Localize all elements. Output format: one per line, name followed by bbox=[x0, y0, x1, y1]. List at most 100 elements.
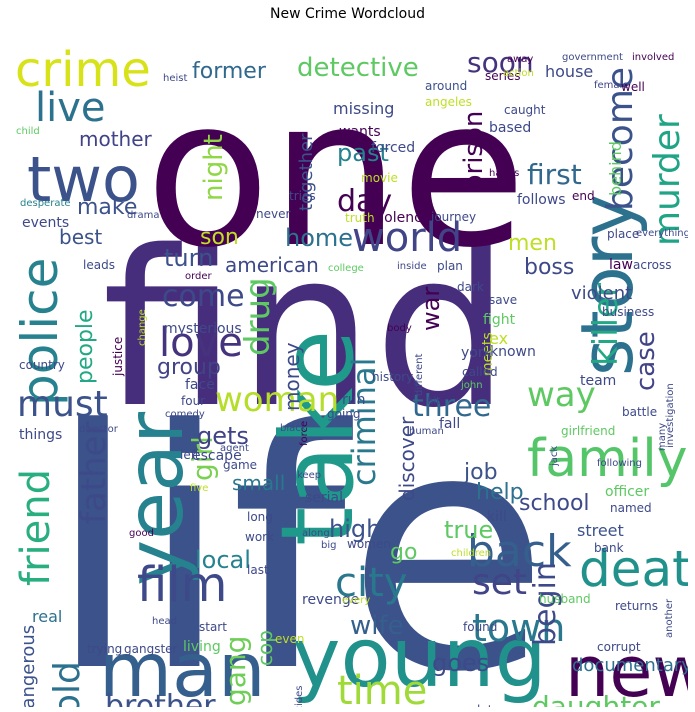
word-mysterious: mysterious bbox=[164, 321, 242, 337]
word-later: later bbox=[477, 703, 505, 707]
word-serial: serial bbox=[305, 490, 343, 506]
word-child: child bbox=[16, 126, 40, 137]
word-drug: drug bbox=[238, 277, 278, 356]
word-change: change bbox=[137, 309, 148, 346]
word-high: high bbox=[329, 515, 381, 543]
word-war: war bbox=[417, 287, 445, 331]
word-big: big bbox=[321, 540, 336, 551]
word-desperate: desperate bbox=[20, 198, 71, 209]
word-begin: begin bbox=[528, 562, 563, 646]
word-different: different bbox=[414, 353, 425, 396]
word-around: around bbox=[425, 79, 467, 93]
word-dark: dark bbox=[457, 280, 484, 294]
word-film: film bbox=[137, 557, 227, 613]
word-battle: battle bbox=[622, 405, 657, 419]
word-plan: plan bbox=[437, 259, 463, 273]
word-even: even bbox=[275, 632, 304, 646]
word-black: black bbox=[280, 423, 307, 434]
word-college: college bbox=[328, 263, 364, 274]
word-journey: journey bbox=[430, 210, 476, 224]
word-world: world bbox=[352, 215, 462, 261]
word-death: death bbox=[579, 540, 688, 598]
word-hit: hit bbox=[427, 396, 440, 407]
word-named: named bbox=[610, 501, 652, 515]
word-follows: follows bbox=[517, 192, 566, 208]
word-five: five bbox=[190, 483, 208, 494]
word-detective: detective bbox=[297, 53, 419, 83]
word-mother: mother bbox=[79, 127, 153, 151]
word-heist: heist bbox=[163, 73, 187, 84]
word-discover: discover bbox=[395, 416, 419, 501]
word-local: local bbox=[195, 546, 251, 574]
word-young: young bbox=[292, 611, 547, 706]
word-gangster: gangster bbox=[124, 642, 178, 656]
word-angeles: angeles bbox=[425, 95, 472, 109]
word-gang: gang bbox=[219, 636, 252, 706]
word-gets: gets bbox=[197, 422, 249, 450]
word-caught: caught bbox=[504, 103, 546, 117]
word-job: job bbox=[463, 460, 498, 485]
word-good: good bbox=[129, 528, 154, 539]
chart-title: New Crime Wordcloud bbox=[269, 6, 425, 22]
word-based: based bbox=[489, 120, 531, 136]
word-everything: everything bbox=[636, 228, 688, 239]
word-money: money bbox=[280, 342, 304, 411]
word-place: place bbox=[607, 227, 639, 241]
word-set: set bbox=[472, 562, 527, 603]
word-body: body bbox=[387, 323, 412, 334]
word-american: american bbox=[225, 253, 319, 277]
word-day: day bbox=[337, 184, 392, 219]
word-goes: goes bbox=[432, 649, 489, 677]
word-father: father bbox=[74, 421, 114, 524]
word-dangerous: dangerous bbox=[18, 625, 39, 707]
word-old: old bbox=[47, 661, 88, 707]
word-across: across bbox=[633, 258, 671, 272]
word-things: things bbox=[19, 427, 62, 443]
word-case: case bbox=[631, 331, 661, 391]
word-new: new bbox=[565, 631, 688, 707]
word-jack: jack bbox=[549, 446, 560, 467]
word-living: living bbox=[183, 639, 221, 655]
word-help: help bbox=[476, 480, 524, 505]
word-men: men bbox=[508, 231, 557, 256]
word-town: town bbox=[472, 606, 565, 650]
word-left: left bbox=[180, 448, 200, 462]
word-work: work bbox=[245, 530, 274, 544]
word-escape: escape bbox=[192, 448, 242, 464]
word-people: people bbox=[73, 309, 98, 384]
word-home: home bbox=[285, 224, 353, 252]
word-fight: fight bbox=[483, 312, 516, 328]
word-street: street bbox=[577, 521, 624, 540]
wordcloud-canvas: life find one young take new man story year two cr… bbox=[7, 26, 688, 707]
word-agent: agent bbox=[220, 443, 249, 454]
word-female: female bbox=[594, 80, 628, 91]
word-love: love bbox=[159, 320, 243, 366]
word-woman: woman bbox=[215, 380, 339, 420]
word-turn: turn bbox=[164, 244, 213, 272]
word-city: city bbox=[335, 560, 407, 606]
word-life: life bbox=[47, 360, 550, 707]
word-save: save bbox=[489, 293, 517, 307]
word-country: country bbox=[19, 358, 65, 372]
word-real: real bbox=[32, 607, 62, 626]
word-way: way bbox=[527, 375, 596, 415]
word-soon: soon bbox=[467, 46, 534, 79]
word-comedy: comedy bbox=[165, 409, 205, 420]
word-criminal: criminal bbox=[345, 358, 383, 486]
word-dead: dead bbox=[245, 706, 290, 707]
word-team: team bbox=[580, 373, 616, 389]
word-tries: tries bbox=[289, 189, 316, 203]
word-crime: crime bbox=[15, 42, 151, 98]
word-officer: officer bbox=[605, 484, 649, 500]
word-following: following bbox=[597, 458, 642, 469]
word-action: action bbox=[503, 68, 534, 79]
word-time: time bbox=[337, 668, 427, 707]
word-year: year bbox=[111, 411, 201, 586]
word-york: york bbox=[461, 345, 493, 361]
word-live: live bbox=[35, 85, 106, 131]
word-kill: kill bbox=[487, 509, 507, 525]
word-along: along bbox=[302, 528, 330, 539]
word-run: run bbox=[342, 392, 366, 408]
word-go: go bbox=[390, 540, 417, 565]
